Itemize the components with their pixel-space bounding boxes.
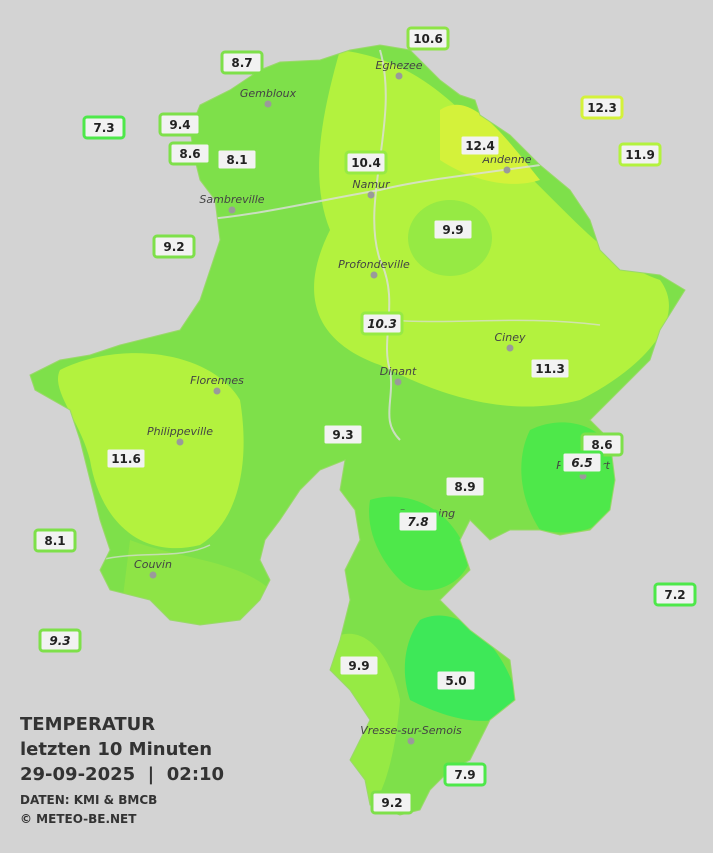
- station-box: [560, 450, 604, 475]
- town-label: Namur: [352, 178, 391, 191]
- station-value: 8.6: [179, 147, 200, 161]
- station-box: [434, 668, 478, 693]
- town-dot: [228, 206, 236, 214]
- station-value: 9.3: [49, 634, 70, 648]
- town-dot: [503, 166, 511, 174]
- station-value: 10.3: [367, 317, 397, 331]
- station-box: [38, 628, 82, 653]
- station-box: [33, 528, 77, 553]
- station-box: [396, 509, 440, 534]
- station-box: [618, 142, 662, 167]
- town-dot: [394, 378, 402, 386]
- town-label: Gembloux: [240, 87, 297, 100]
- station-value: 8.1: [44, 534, 65, 548]
- station-value: 7.3: [93, 121, 114, 135]
- station-box: [360, 311, 404, 336]
- station-box: [168, 141, 212, 166]
- station-box: [528, 356, 572, 381]
- station-box: [321, 422, 365, 447]
- town-label: Profondeville: [338, 258, 410, 271]
- title: TEMPERATUR: [20, 714, 155, 735]
- station-value: 10.4: [351, 156, 381, 170]
- town-label: Couvin: [134, 558, 172, 571]
- station-value: 5.0: [445, 674, 466, 688]
- station-value: 8.9: [454, 480, 475, 494]
- station-box: [443, 762, 487, 787]
- town-dot: [264, 100, 272, 108]
- station-box: [104, 446, 148, 471]
- town-label: Sambreville: [199, 193, 264, 206]
- station-box: [370, 790, 414, 815]
- station-value: 9.9: [348, 659, 369, 673]
- town-dot: [407, 737, 415, 745]
- town-dot: [506, 344, 514, 352]
- town-dot: [367, 191, 375, 199]
- station-value: 11.3: [535, 362, 565, 376]
- town-label: Vresse-sur-Semois: [360, 724, 462, 737]
- station-value: 12.3: [587, 101, 617, 115]
- town-dot: [176, 438, 184, 446]
- station-value: 11.6: [111, 452, 141, 466]
- town-label: Eghezee: [376, 59, 423, 72]
- town-label: Ciney: [495, 331, 526, 344]
- town-dot: [395, 72, 403, 80]
- station-value: 7.2: [664, 588, 685, 602]
- datetime: 29-09-2025 | 02:10: [20, 764, 224, 785]
- station-value: 9.2: [163, 240, 184, 254]
- station-value: 9.9: [442, 223, 463, 237]
- station-box: [152, 234, 196, 259]
- stations: 10.6 8.7 12.3 7.3 9.4 12.4 11.9 8.6 8.1 10.4 9.2 9.…: [33, 26, 697, 815]
- station-value: 7.8: [407, 515, 428, 529]
- town-dot: [213, 387, 221, 395]
- station-box: [82, 115, 126, 140]
- station-box: [215, 147, 259, 172]
- station-value: 6.5: [571, 456, 592, 470]
- station-value: 7.9: [454, 768, 475, 782]
- station-value: 8.7: [231, 56, 252, 70]
- town-dot: [149, 571, 157, 579]
- station-value: 8.1: [226, 153, 247, 167]
- station-box: [344, 150, 388, 175]
- station-value: 11.9: [625, 148, 655, 162]
- station-box: [580, 95, 624, 120]
- station-value: 9.2: [381, 796, 402, 810]
- station-box: [443, 474, 487, 499]
- station-value: 12.4: [465, 139, 495, 153]
- town-label: Dinant: [380, 365, 417, 378]
- station-box: [158, 112, 202, 137]
- station-box: [431, 217, 475, 242]
- credit: © METEO-BE.NET: [20, 812, 137, 826]
- town-label: Florennes: [190, 374, 244, 387]
- station-box: [337, 653, 381, 678]
- station-box: [653, 582, 697, 607]
- source: DATEN: KMI & BMCB: [20, 793, 157, 807]
- town-dot: [370, 271, 378, 279]
- station-value: 9.4: [169, 118, 190, 132]
- station-value: 10.6: [413, 32, 443, 46]
- station-box: [458, 133, 502, 158]
- station-value: 9.3: [332, 428, 353, 442]
- station-box: [406, 26, 450, 51]
- station-value: 8.6: [591, 438, 612, 452]
- subtitle: letzten 10 Minuten: [20, 739, 212, 760]
- station-box: [220, 50, 264, 75]
- town-label: Philippeville: [147, 425, 213, 438]
